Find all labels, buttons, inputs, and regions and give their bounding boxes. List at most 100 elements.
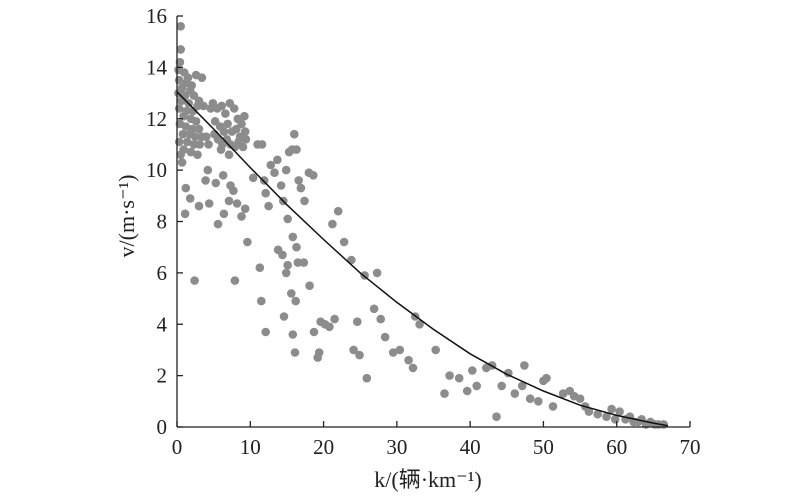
data-point <box>520 361 529 370</box>
data-point <box>231 276 240 285</box>
data-point <box>190 276 199 285</box>
data-point <box>181 210 190 219</box>
fit-curve-layer <box>177 92 668 426</box>
data-point <box>282 269 291 278</box>
data-point <box>182 184 191 193</box>
data-point <box>282 166 291 175</box>
data-point <box>334 207 343 216</box>
data-point <box>289 233 298 242</box>
data-point <box>176 150 185 159</box>
data-point <box>195 125 204 134</box>
data-point <box>243 238 252 247</box>
data-point <box>217 102 226 111</box>
data-point <box>258 140 267 149</box>
data-point <box>264 202 273 211</box>
data-point <box>186 194 195 203</box>
data-point <box>212 179 221 188</box>
data-point <box>300 197 309 206</box>
data-point <box>273 156 282 165</box>
data-point <box>240 112 249 121</box>
data-point <box>261 189 270 198</box>
data-point <box>283 261 292 270</box>
data-point <box>355 351 364 360</box>
data-point <box>440 389 449 398</box>
data-points <box>174 22 668 429</box>
data-point <box>176 22 185 31</box>
data-point <box>328 220 337 229</box>
fit-curve <box>177 92 668 426</box>
data-point <box>373 269 382 278</box>
data-point <box>255 263 264 272</box>
data-point <box>291 297 300 306</box>
data-point <box>192 117 201 126</box>
data-point <box>178 158 187 167</box>
data-point <box>455 374 464 383</box>
x-tick-label: 20 <box>313 435 334 459</box>
data-point <box>225 197 234 206</box>
y-tick-label: 0 <box>157 415 168 439</box>
data-point <box>313 353 322 362</box>
data-point <box>201 176 210 185</box>
data-point <box>280 312 289 321</box>
data-point <box>291 348 300 357</box>
data-point <box>309 171 318 180</box>
data-point <box>184 73 193 82</box>
data-point <box>199 102 208 111</box>
data-point <box>195 202 204 211</box>
data-point <box>261 328 270 337</box>
x-tick-label: 0 <box>172 435 183 459</box>
x-tick-label: 40 <box>460 435 481 459</box>
data-point <box>241 127 250 136</box>
y-tick-label: 12 <box>146 107 167 131</box>
data-point <box>363 374 372 383</box>
data-point <box>176 45 185 54</box>
data-point <box>257 297 266 306</box>
data-point <box>287 289 296 298</box>
x-tick-label: 30 <box>386 435 407 459</box>
data-point <box>202 132 211 141</box>
data-point <box>220 210 229 219</box>
data-point <box>175 138 184 147</box>
data-point <box>468 366 477 375</box>
data-point <box>381 333 390 342</box>
data-point <box>237 212 246 221</box>
data-point <box>376 315 385 324</box>
data-point <box>230 104 239 113</box>
data-point <box>305 281 314 290</box>
data-point <box>177 97 186 106</box>
data-point <box>229 186 238 195</box>
y-tick-label: 10 <box>146 158 167 182</box>
data-point <box>223 120 232 129</box>
x-tick-label: 50 <box>533 435 554 459</box>
data-point <box>205 199 214 208</box>
data-point <box>325 323 334 332</box>
data-point <box>193 150 202 159</box>
data-point <box>232 125 241 134</box>
data-point <box>409 364 418 373</box>
data-point <box>241 204 250 213</box>
y-tick-label: 16 <box>146 4 167 28</box>
data-point <box>290 130 299 139</box>
data-point <box>607 405 616 414</box>
y-tick-label: 8 <box>157 210 168 234</box>
data-point <box>431 346 440 355</box>
data-point <box>576 394 585 403</box>
data-point <box>186 86 195 95</box>
x-tick-label: 70 <box>680 435 701 459</box>
data-point <box>220 127 229 136</box>
y-tick-label: 14 <box>146 55 168 79</box>
data-point <box>283 215 292 224</box>
data-point <box>175 76 184 85</box>
data-point <box>445 371 454 380</box>
y-axis-label: v/(m·s⁻¹) <box>114 175 139 258</box>
data-point <box>270 168 279 177</box>
data-point <box>297 184 306 193</box>
data-point <box>274 246 283 255</box>
data-point <box>260 176 269 185</box>
data-point <box>292 145 301 154</box>
data-point <box>219 171 228 180</box>
data-point <box>511 389 520 398</box>
data-point <box>292 243 301 252</box>
data-point <box>370 305 379 314</box>
